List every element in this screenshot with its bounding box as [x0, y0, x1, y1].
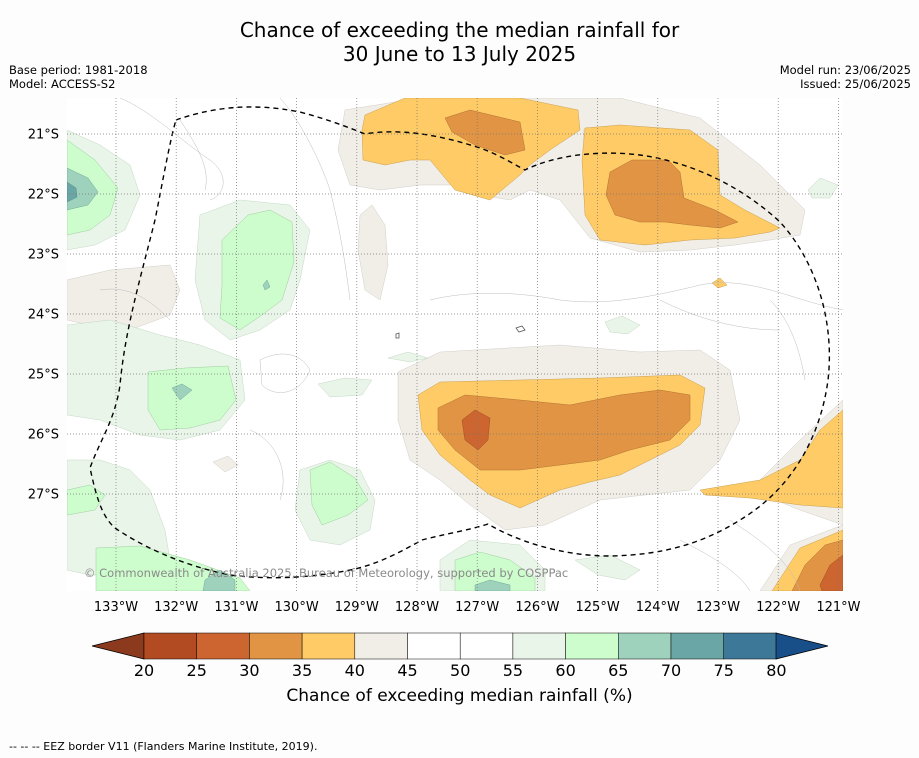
colorbar-below-arrow	[91, 632, 145, 660]
map-field	[67, 98, 843, 591]
longitude-label: 132°W	[154, 600, 198, 615]
colorbar-tick-label: 25	[187, 661, 207, 680]
latitude-label: 25°S	[28, 368, 59, 383]
colorbar-tick-label: 60	[555, 661, 575, 680]
latitude-label: 23°S	[28, 248, 59, 263]
colorbar-tick-label: 35	[292, 661, 312, 680]
colorbar-swatch	[301, 632, 356, 660]
meta-left: Base period: 1981-2018 Model: ACCESS-S2	[9, 63, 148, 91]
title-line-1: Chance of exceeding the median rainfall …	[239, 18, 680, 42]
colorbar-swatch	[618, 632, 672, 660]
band-70-75	[67, 181, 78, 203]
issued-date: Issued: 25/06/2025	[800, 77, 911, 91]
longitude-label: 127°W	[455, 600, 499, 615]
colorbar-tick-label: 20	[134, 661, 154, 680]
colorbar-tick-label: 50	[450, 661, 470, 680]
colorbar-label: Chance of exceeding median rainfall (%)	[286, 686, 633, 706]
base-period: Base period: 1981-2018	[9, 63, 148, 77]
colorbar-above-arrow	[775, 632, 829, 660]
copyright-text: © Commonwealth of Australia 2025, Bureau…	[84, 566, 569, 580]
longitude-labels: 133°W 132°W 131°W 130°W 129°W 128°W 127°W 126°W…	[94, 600, 861, 615]
latitude-label: 26°S	[28, 428, 59, 443]
band-65-70	[67, 167, 511, 591]
latitude-labels: 21°S 22°S 23°S 24°S 25°S 26°S 27°S	[28, 128, 59, 503]
meta-right: Model run: 23/06/2025 Issued: 25/06/2025	[780, 63, 911, 91]
longitude-label: 130°W	[275, 600, 319, 615]
longitude-label: 123°W	[696, 600, 740, 615]
colorbar-tick-label: 45	[397, 661, 417, 680]
colorbar: 20 25 30 35 40 45 50 55 60 65 70 75 80	[91, 632, 829, 680]
colorbar-tick-label: 70	[661, 661, 681, 680]
longitude-label: 131°W	[214, 600, 258, 615]
longitude-label: 129°W	[335, 600, 379, 615]
colorbar-tick-labels: 20 25 30 35 40 45 50 55 60 65 70 75 80	[134, 661, 787, 680]
colorbar-swatch	[723, 632, 777, 660]
longitude-label: 125°W	[576, 600, 620, 615]
colorbar-swatch	[143, 632, 197, 660]
longitude-label: 121°W	[816, 600, 860, 615]
colorbar-tick-label: 80	[766, 661, 786, 680]
colorbar-swatch	[196, 632, 250, 660]
eez-footnote: -- -- -- EEZ border V11 (Flanders Marine…	[9, 740, 318, 753]
colorbar-swatch	[565, 632, 619, 660]
colorbar-swatch	[512, 632, 566, 660]
colorbar-swatches	[143, 632, 777, 660]
colorbar-tick-label: 75	[714, 661, 734, 680]
gridlines	[67, 98, 843, 591]
colorbar-tick-label: 30	[239, 661, 259, 680]
longitude-label: 128°W	[395, 600, 439, 615]
band-25-30	[461, 409, 843, 591]
longitude-label: 133°W	[94, 600, 138, 615]
model-name: Model: ACCESS-S2	[9, 77, 116, 91]
longitude-label: 124°W	[636, 600, 680, 615]
colorbar-swatch	[670, 632, 724, 660]
colorbar-swatch	[459, 632, 514, 660]
eez-border	[89, 106, 831, 579]
colorbar-tick-label: 65	[608, 661, 628, 680]
map-title: Chance of exceeding the median rainfall …	[0, 18, 919, 66]
latitude-label: 21°S	[28, 128, 59, 143]
title-line-2: 30 June to 13 July 2025	[342, 42, 577, 66]
small-features	[395, 325, 526, 339]
latitude-label: 27°S	[28, 488, 59, 503]
latitude-label: 22°S	[28, 188, 59, 203]
colorbar-swatch	[407, 632, 461, 660]
band-30-35	[437, 109, 843, 591]
colorbar-tick-label: 40	[345, 661, 365, 680]
longitude-label: 126°W	[515, 600, 559, 615]
colorbar-swatch	[354, 632, 408, 660]
latitude-label: 24°S	[28, 308, 59, 323]
colorbar-tick-label: 55	[503, 661, 523, 680]
longitude-label: 122°W	[756, 600, 800, 615]
colorbar-swatch	[249, 632, 303, 660]
model-run: Model run: 23/06/2025	[779, 63, 911, 77]
